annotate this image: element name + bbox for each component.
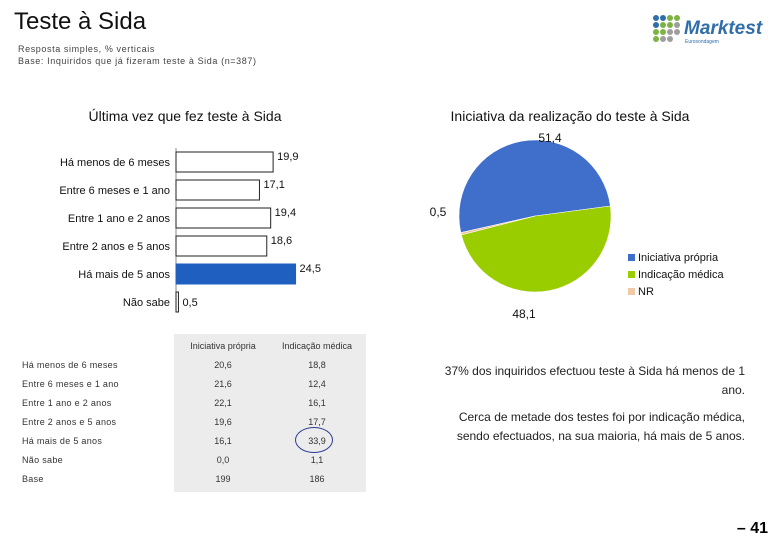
bar-category-label: Entre 6 meses e 1 ano (59, 185, 170, 197)
bar (175, 207, 272, 229)
page-title: Teste à Sida (14, 8, 147, 35)
pie-value-label: 48,1 (512, 307, 536, 321)
table-cell: 186 (309, 474, 325, 484)
table-cell: 199 (215, 474, 231, 484)
bar-category-label: Entre 2 anos e 5 anos (62, 241, 170, 253)
pie-value-label: 0,5 (430, 205, 447, 219)
logo-subtext: Eurosondagem (685, 39, 719, 45)
response-type-note: Resposta simples, % verticais (18, 44, 155, 54)
logo-text: Marktest (684, 18, 763, 39)
pie-slice (458, 139, 611, 233)
pie-chart: 51,4 48,1 0,5 Iniciativa própria Indicação … (430, 131, 725, 321)
bar-category-label: Não sabe (123, 297, 170, 309)
table-cell: 16,1 (308, 398, 326, 408)
bar (175, 291, 179, 313)
legend-swatch (628, 254, 635, 261)
bar (175, 235, 268, 257)
bar-category-label: Entre 1 ano e 2 anos (68, 213, 171, 225)
table-cell: 12,4 (308, 379, 326, 389)
table-cell: 16,1 (214, 436, 232, 446)
marktest-logo: Marktest Eurosondagem (652, 12, 767, 46)
table-row-label: Entre 6 meses e 1 ano (22, 379, 119, 389)
logo-dots-icon (653, 15, 680, 42)
insight-note: 37% dos inquiridos efectuou teste à Sida… (444, 364, 745, 397)
table-cell: 1,1 (310, 455, 324, 465)
table-row-label: Entre 1 ano e 2 anos (22, 398, 112, 408)
bar-category-label: Há menos de 6 meses (60, 157, 171, 169)
bar (175, 263, 297, 285)
insight-note: Cerca de metade dos testes foi por indic… (456, 410, 745, 443)
table-cell: 22,1 (214, 398, 232, 408)
table-row-label: Há menos de 6 meses (22, 360, 118, 370)
table-col-header: Indicação médica (281, 341, 353, 351)
table-col-header: Iniciativa própria (190, 341, 256, 351)
bar-value-label: 18,6 (271, 235, 292, 247)
page-number: – 41 (736, 520, 768, 537)
bar (175, 151, 274, 173)
table-cell: 19,6 (214, 417, 232, 427)
bar (175, 179, 260, 201)
legend-swatch (628, 271, 635, 278)
table-cell: 20,6 (214, 360, 232, 370)
bar-value-label: 24,5 (300, 263, 321, 275)
logo-graphic: Marktest Eurosondagem (653, 15, 763, 45)
table-cell: 21,6 (214, 379, 232, 389)
table-cell: 17,7 (308, 417, 326, 427)
highlight-circle-marker (295, 427, 333, 453)
base-note: Base: Inquiridos que já fizeram teste à … (18, 56, 257, 66)
bar-chart-title: Última vez que fez teste à Sida (88, 108, 282, 124)
table-cell: 18,8 (308, 360, 326, 370)
table-row-label: Não sabe (22, 455, 63, 465)
legend-label: Iniciativa própria (638, 252, 719, 264)
bar-value-label: 19,9 (277, 151, 298, 163)
pie-chart-title: Iniciativa da realização do teste à Sida (450, 108, 690, 124)
crosstab-table: Iniciativa própria Indicação médica Há m… (18, 334, 366, 492)
table-row-label: Base (22, 474, 44, 484)
pie-value-label: 51,4 (538, 131, 562, 145)
bar-value-label: 0,5 (182, 297, 197, 309)
table-cell: 0,0 (216, 455, 230, 465)
legend-label: Indicação médica (638, 269, 724, 281)
legend-swatch (628, 288, 635, 295)
bar-value-label: 19,4 (275, 207, 296, 219)
table-row-label: Entre 2 anos e 5 anos (22, 417, 117, 427)
bar-chart: Há menos de 6 meses 19,9 Entre 6 meses e 1… (59, 148, 321, 313)
pie-slice (460, 215, 536, 236)
table-row-label: Há mais de 5 anos (22, 436, 103, 446)
bar-value-label: 17,1 (263, 179, 284, 191)
table-shaded-area (174, 334, 366, 492)
pie-slice (461, 205, 612, 293)
legend-label: NR (638, 286, 654, 298)
bar-category-label: Há mais de 5 anos (78, 269, 170, 281)
